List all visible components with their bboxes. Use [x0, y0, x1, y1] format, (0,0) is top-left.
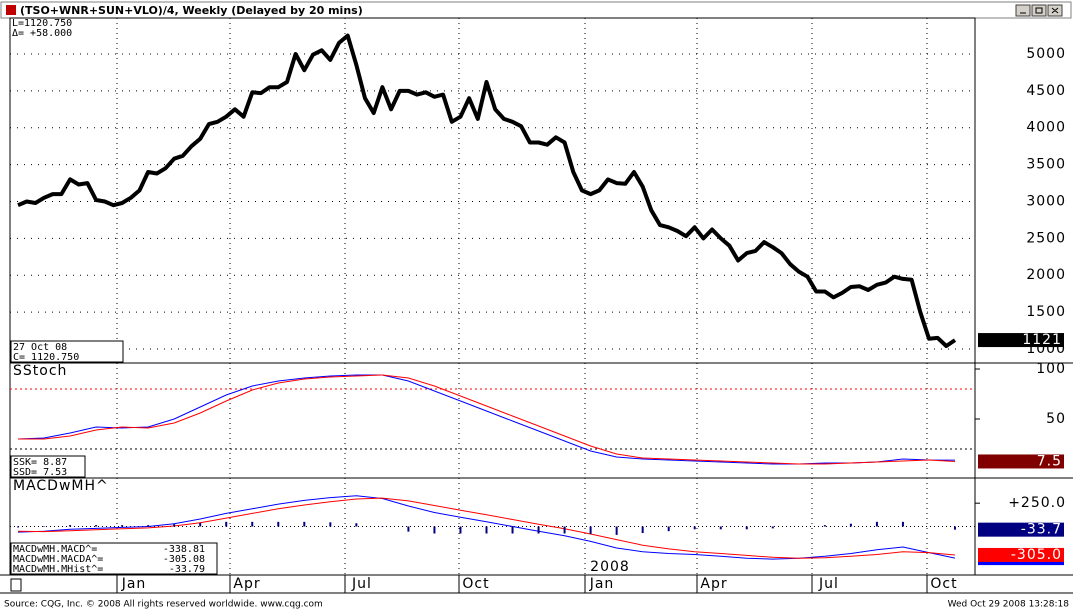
info-text: Δ= +58.000 — [12, 28, 72, 39]
info-value: -305.08 — [163, 554, 205, 565]
y-tick-label: 100 — [1036, 361, 1066, 377]
info-text: 27 Oct 08 — [13, 342, 67, 353]
x-tick-label: Jul — [351, 576, 372, 592]
info-name: MACDwMH.MACD^= — [13, 544, 97, 555]
y-tick-label: 3000 — [1026, 193, 1066, 209]
maximize-button[interactable] — [1031, 4, 1047, 17]
button-glyphs — [1020, 7, 1059, 14]
info-box — [10, 542, 218, 575]
last-value-label: 1121 — [1022, 332, 1062, 348]
panel-label: SStoch — [13, 363, 67, 379]
window-title: (TSO+WNR+SUN+VLO)/4, Weekly (Delayed by … — [20, 4, 363, 17]
x-tick-label: Oct — [462, 576, 489, 592]
last-value-label: -305.0 — [1011, 547, 1062, 563]
last-value-label: -33.7 — [1021, 522, 1062, 538]
x-tick-label: Jan — [121, 576, 147, 592]
last-value-box — [978, 522, 1064, 537]
last-value-box — [978, 333, 1064, 348]
info-name: MACDwMH.MHist^= — [13, 564, 103, 575]
footer-timestamp: Wed Oct 29 2008 13:28:18 — [948, 600, 1070, 610]
info-text: L=1120.750 — [12, 18, 72, 29]
last-value-box — [978, 454, 1064, 469]
y-tick-label: 5000 — [1026, 46, 1066, 62]
y-tick-label: 2500 — [1026, 230, 1066, 246]
x-tick-label: Apr — [233, 576, 260, 592]
x-tick-label: Apr — [700, 576, 727, 592]
x-tick-label: Jan — [589, 576, 615, 592]
y-tick-label: 50 — [1046, 411, 1066, 427]
footer-source: Source: CQG, Inc. © 2008 All rights rese… — [4, 600, 323, 610]
info-value: -338.81 — [163, 544, 205, 555]
info-text: SSK= 8.87 — [13, 457, 67, 468]
info-name: MACDwMH.MACDA^= — [13, 554, 103, 565]
last-value-box — [978, 547, 1064, 562]
info-value: -33.79 — [169, 564, 205, 575]
y-tick-label: 4000 — [1026, 120, 1066, 136]
series-line — [17, 33, 957, 348]
y-tick-label: 4500 — [1026, 83, 1066, 99]
window-icon — [6, 5, 16, 15]
info-text: C= 1120.750 — [13, 352, 79, 363]
series-line — [18, 374, 956, 465]
window-buttons[interactable] — [1015, 4, 1063, 17]
info-box — [10, 455, 86, 478]
y-tick-label: 2000 — [1026, 267, 1066, 283]
last-value-label: 7.5 — [1037, 453, 1062, 469]
info-box — [10, 340, 124, 363]
info-text: SSD= 7.53 — [13, 467, 67, 478]
year-label: 2008 — [590, 559, 630, 575]
x-tick-label: Jul — [818, 576, 839, 592]
y-tick-label: 3500 — [1026, 157, 1066, 173]
y-tick-label: +250.0 — [1008, 495, 1066, 511]
scroll-box[interactable] — [10, 578, 22, 592]
x-tick-label: Oct — [930, 576, 957, 592]
minimize-button[interactable] — [1015, 4, 1031, 17]
y-tick-label: 1500 — [1026, 304, 1066, 320]
panel-label: MACDwMH^ — [13, 478, 109, 494]
